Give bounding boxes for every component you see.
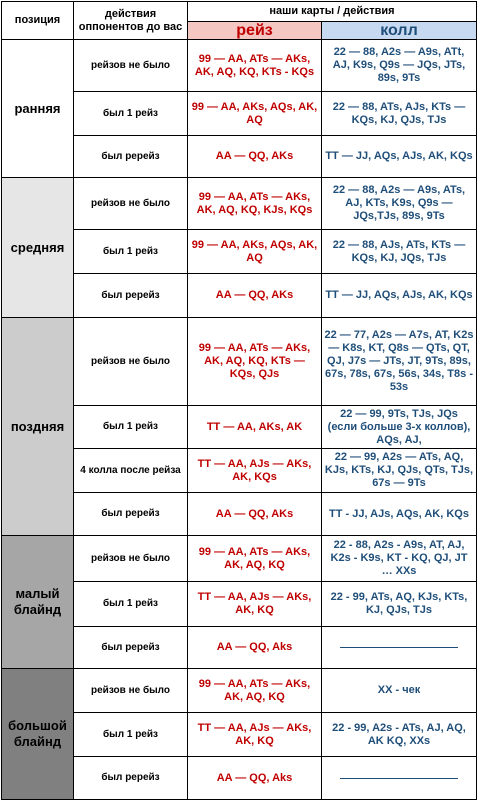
opponent-action-cell: 4 колла после рейза bbox=[73, 448, 188, 493]
header-opponents: действия оппонентов до вас bbox=[73, 1, 188, 40]
table-row: средняя рейзов не было 99 — AA, ATs — AKs,… bbox=[1, 177, 477, 318]
position-cell: поздняя bbox=[1, 317, 74, 536]
call-range-cell: 22 — 77, A2s — A7s, AT, K2s — K8s, KT, Q… bbox=[321, 317, 477, 406]
raise-range-cell: TT — AA, AJs — AKs, AK, KQ bbox=[187, 712, 322, 757]
table-row: был 1 рейз TT — AA, AKs, AK 22 — 99, 9Ts, … bbox=[2, 405, 477, 449]
table-row: был 1 рейз 99 — AA, AKs, AQs, AK, AQ 22 — … bbox=[2, 229, 477, 274]
table-row: был ререйз AA — QQ, AKs TT - JJ, AJs, AQs,… bbox=[2, 492, 477, 536]
table-row: малый блайнд рейзов не было 99 — AA, ATs —… bbox=[1, 535, 477, 669]
opponent-action-cell: рейзов не было bbox=[73, 177, 188, 230]
opponent-action-cell: был 1 рейз bbox=[73, 405, 188, 449]
table-row: был ререйз AA — QQ, Aks bbox=[2, 756, 477, 800]
call-range-cell: 22 - 88, A2s - A9s, AT, AJ, K2s - K9s, K… bbox=[321, 535, 477, 582]
table-row: был 1 рейз TT — AA, AJs — AKs, AK, KQ 22 -… bbox=[2, 712, 477, 757]
call-range-cell: 22 — 88, ATs, AJs, KTs — KQs, KJ, QJs, T… bbox=[321, 91, 477, 136]
table-row: был ререйз AA — QQ, AKs TT — JJ, AQs, AJs,… bbox=[2, 135, 477, 178]
position-cell: малый блайнд bbox=[1, 535, 74, 669]
table-row: был 1 рейз 99 — AA, AKs, AQs, AK, AQ 22 — … bbox=[2, 91, 477, 136]
call-range-cell: TT — JJ, AQs, AJs, AK, KQs bbox=[321, 273, 477, 318]
raise-range-cell: AA — QQ, Aks bbox=[187, 626, 322, 669]
call-range-cell: 22 — 88, A2s — A9s, ATs, AJ, KTs, K9s, Q… bbox=[321, 177, 477, 230]
empty-call-line bbox=[340, 646, 458, 649]
position-cell: ранняя bbox=[1, 39, 74, 178]
table-row: был 1 рейз TT — AA, AJs — AKs, AK, KQ 22 -… bbox=[2, 581, 477, 627]
opponent-action-cell: рейзов не было bbox=[73, 535, 188, 582]
header-position: позиция bbox=[1, 1, 74, 40]
opponent-action-cell: рейзов не было bbox=[73, 317, 188, 406]
call-range-cell bbox=[321, 756, 477, 800]
opponent-action-cell: рейзов не было bbox=[73, 39, 188, 92]
opponent-action-cell: был 1 рейз bbox=[73, 712, 188, 757]
call-range-cell: 22 — 99, A2s — ATs, AQ, KJs, KTs, KJ, QJ… bbox=[321, 448, 477, 493]
opponent-action-cell: был ререйз bbox=[73, 135, 188, 178]
table-row: большой блайнд рейзов не было 99 — AA, ATs… bbox=[1, 668, 477, 800]
call-range-cell: XX - чек bbox=[321, 668, 477, 713]
header-raise: рейз bbox=[187, 21, 322, 40]
call-range-cell: 22 — 88, AJs, ATs, KTs — KQs, KJ, JQs, T… bbox=[321, 229, 477, 274]
opponent-action-cell: был ререйз bbox=[73, 492, 188, 536]
call-range-cell: 22 — 99, 9Ts, TJs, JQs (если больше 3-х … bbox=[321, 405, 477, 449]
opponent-action-cell: рейзов не было bbox=[73, 668, 188, 713]
call-range-cell: TT — JJ, AQs, AJs, AK, KQs bbox=[321, 135, 477, 178]
position-cell: средняя bbox=[1, 177, 74, 318]
raise-range-cell: TT — AA, AJs — AKs, AK, KQ bbox=[187, 581, 322, 627]
raise-range-cell: 99 — AA, AKs, AQs, AK, AQ bbox=[187, 91, 322, 136]
opponent-action-cell: был ререйз bbox=[73, 756, 188, 800]
raise-range-cell: 99 — AA, ATs — AKs, AK, AQ, KQ bbox=[187, 535, 322, 582]
table-row: поздняя рейзов не было 99 — AA, ATs — AKs,… bbox=[1, 317, 477, 536]
raise-range-cell: AA — QQ, Aks bbox=[187, 756, 322, 800]
call-range-cell: 22 - 99, A2s - ATs, AJ, AQ, AK KQ, XXs bbox=[321, 712, 477, 757]
opponent-action-cell: был 1 рейз bbox=[73, 581, 188, 627]
raise-range-cell: 99 — AA, ATs — AKs, AK, AQ, KQ, KTs — KQ… bbox=[187, 317, 322, 406]
table-row: был ререйз AA — QQ, AKs TT — JJ, AQs, AJs,… bbox=[2, 273, 477, 318]
call-range-cell: 22 — 88, A2s — A9s, ATt, AJ, K9s, Q9s — … bbox=[321, 39, 477, 92]
table-row: 4 колла после рейза TT — AA, AJs — AKs, A… bbox=[2, 448, 477, 493]
opponent-action-cell: был 1 рейз bbox=[73, 91, 188, 136]
table-row: ранняя рейзов не было 99 — AA, ATs — AKs, … bbox=[1, 39, 477, 178]
empty-call-line bbox=[340, 777, 458, 779]
call-range-cell: 22 - 99, ATs, AQ, KJs, KTs, KJ, QJs, TJs bbox=[321, 581, 477, 627]
raise-range-cell: TT — AA, AJs — AKs, AK, KQs bbox=[187, 448, 322, 493]
call-range-cell bbox=[321, 626, 477, 669]
opponent-action-cell: был ререйз bbox=[73, 626, 188, 669]
opponent-action-cell: был ререйз bbox=[73, 273, 188, 318]
call-range-cell: TT - JJ, AJs, AQs, AK, KQs bbox=[321, 492, 477, 536]
raise-range-cell: 99 — AA, ATs — AKs, AK, AQ, KQ bbox=[187, 668, 322, 713]
header-call: колл bbox=[321, 21, 477, 40]
raise-range-cell: 99 — AA, AKs, AQs, AK, AQ bbox=[187, 229, 322, 274]
table-row: был ререйз AA — QQ, Aks bbox=[2, 626, 477, 669]
raise-range-cell: 99 — AA, ATs — AKs, AK, AQ, KQ, KTs - KQ… bbox=[187, 39, 322, 92]
opponent-action-cell: был 1 рейз bbox=[73, 229, 188, 274]
raise-range-cell: AA — QQ, AKs bbox=[187, 135, 322, 178]
raise-range-cell: AA — QQ, AKs bbox=[187, 273, 322, 318]
position-cell: большой блайнд bbox=[1, 668, 74, 800]
raise-range-cell: 99 — AA, ATs — AKs, AK, AQ, KQ, KJs, KQs bbox=[187, 177, 322, 230]
raise-range-cell: TT — AA, AKs, AK bbox=[187, 405, 322, 449]
raise-range-cell: AA — QQ, AKs bbox=[187, 492, 322, 536]
header-our-actions: наши карты / действия bbox=[187, 1, 477, 22]
